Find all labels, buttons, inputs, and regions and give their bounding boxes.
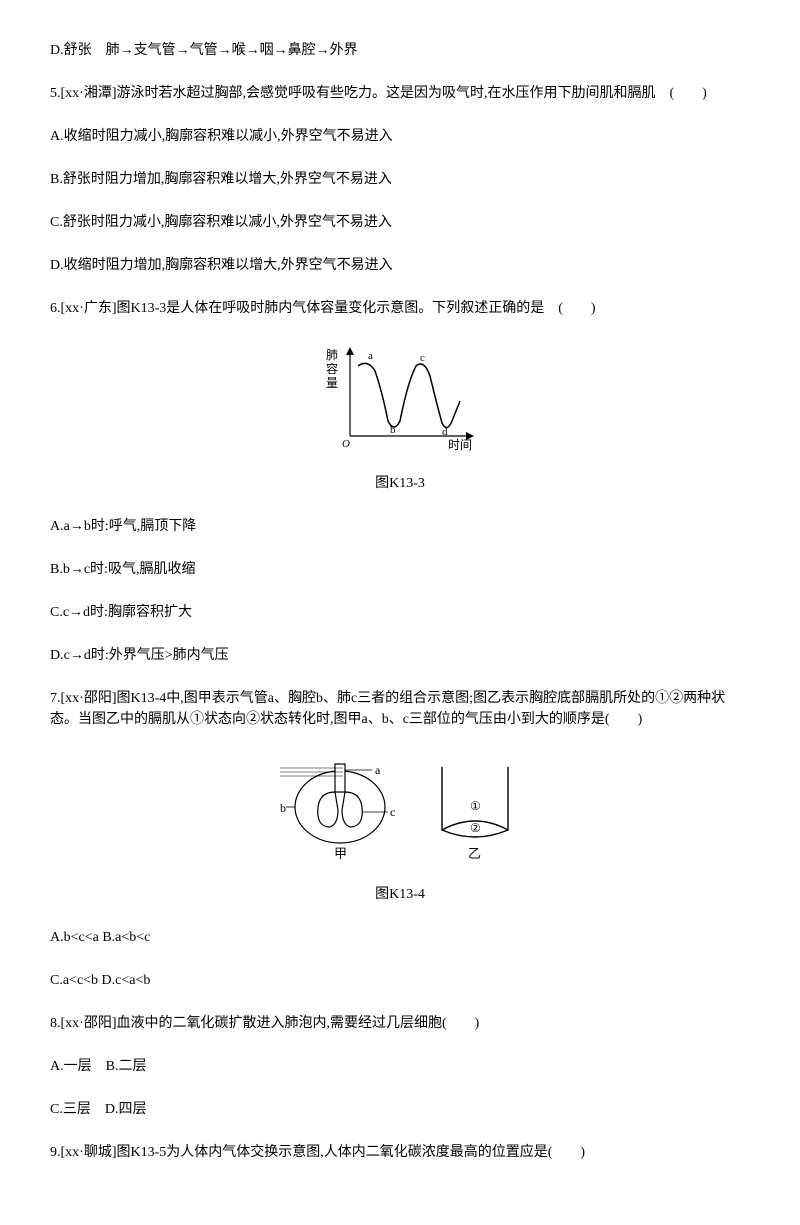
label-2: ② (470, 821, 481, 835)
lung-left (318, 792, 338, 827)
q4-option-d: D.舒张 肺→支气管→气管→喉→咽→鼻腔→外界 (50, 40, 750, 61)
origin-label: O (342, 438, 350, 450)
label-yi: 乙 (468, 846, 481, 861)
q6-option-d: D.c→d时:外界气压>肺内气压 (50, 645, 750, 666)
label-b: b (280, 801, 286, 815)
point-b: b (390, 424, 396, 436)
q7-option-ab: A.b<c<a B.a<b<c (50, 927, 750, 948)
figure-k13-3: 肺 容 量 O 时间 a b c d (50, 341, 750, 451)
q8-option-ab: A.一层 B.二层 (50, 1056, 750, 1077)
q6-option-b: B.b→c时:吸气,膈肌收缩 (50, 559, 750, 580)
label-jia: 甲 (334, 846, 347, 861)
y-axis-arrow (346, 347, 354, 355)
y-axis-label-3: 量 (326, 376, 338, 390)
label-1: ① (470, 799, 481, 813)
y-axis-label-1: 肺 (326, 348, 338, 362)
q5-option-c: C.舒张时阻力减小,胸廓容积难以减小,外界空气不易进入 (50, 212, 750, 233)
diagram-jia: a b c 甲 (280, 752, 400, 862)
q8-stem: 8.[xx·邵阳]血液中的二氧化碳扩散进入肺泡内,需要经过几层细胞( ) (50, 1013, 750, 1034)
figure-k13-4: a b c 甲 ① ② 乙 (50, 752, 750, 862)
q7-stem: 7.[xx·邵阳]图K13-4中,图甲表示气管a、胸腔b、肺c三者的组合示意图;… (50, 688, 750, 730)
label-c: c (390, 805, 395, 819)
q8-option-cd: C.三层 D.四层 (50, 1099, 750, 1120)
q5-option-d: D.收缩时阻力增加,胸廓容积难以增大,外界空气不易进入 (50, 255, 750, 276)
q7-option-cd: C.a<c<b D.c<a<b (50, 970, 750, 991)
curve (358, 363, 460, 427)
lung-volume-chart: 肺 容 量 O 时间 a b c d (320, 341, 480, 451)
label-a: a (375, 763, 381, 777)
q9-stem: 9.[xx·聊城]图K13-5为人体内气体交换示意图,人体内二氧化碳浓度最高的位… (50, 1142, 750, 1163)
q6-option-a: A.a→b时:呼气,膈顶下降 (50, 516, 750, 537)
q5-option-b: B.舒张时阻力增加,胸廓容积难以增大,外界空气不易进入 (50, 169, 750, 190)
point-c: c (420, 352, 425, 364)
x-axis-label: 时间 (448, 438, 472, 451)
diagram-yi: ① ② 乙 (430, 752, 520, 862)
lung-right (342, 792, 362, 827)
y-axis-label-2: 容 (326, 361, 338, 376)
point-d: d (442, 426, 448, 438)
q5-option-a: A.收缩时阻力减小,胸廓容积难以减小,外界空气不易进入 (50, 126, 750, 147)
figure-k13-3-label: 图K13-3 (50, 473, 750, 494)
q6-stem: 6.[xx·广东]图K13-3是人体在呼吸时肺内气体容量变化示意图。下列叙述正确… (50, 298, 750, 319)
q6-option-c: C.c→d时:胸廓容积扩大 (50, 602, 750, 623)
q5-stem: 5.[xx·湘潭]游泳时若水超过胸部,会感觉呼吸有些吃力。这是因为吸气时,在水压… (50, 83, 750, 104)
point-a: a (368, 350, 373, 362)
figure-k13-4-label: 图K13-4 (50, 884, 750, 905)
